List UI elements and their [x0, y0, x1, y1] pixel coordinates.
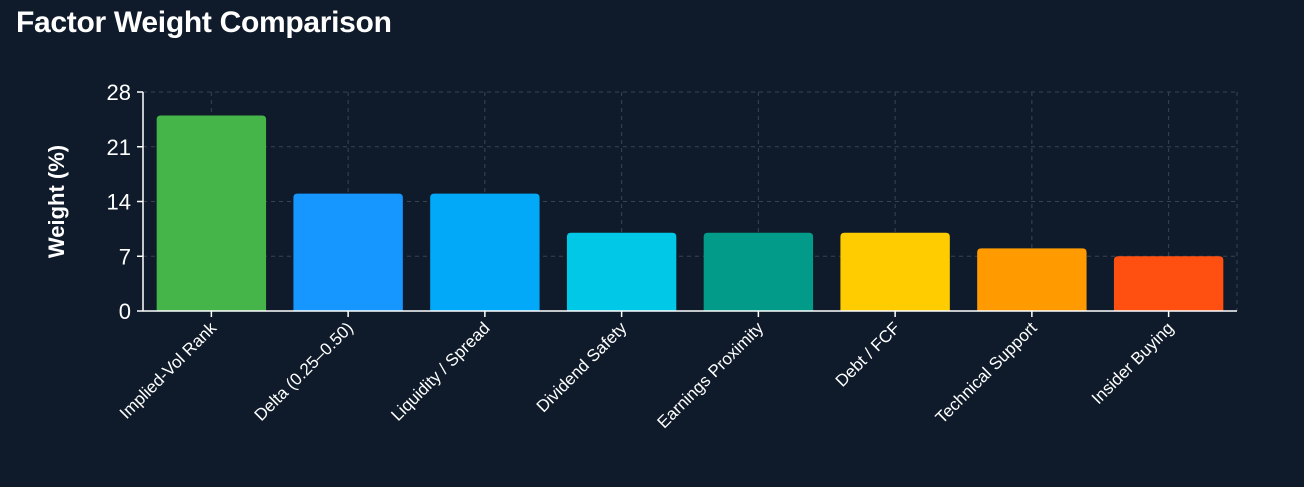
- bar: [977, 248, 1087, 311]
- bar: [840, 232, 950, 311]
- x-tick-label: Dividend Safety: [533, 318, 631, 416]
- y-tick-label: 14: [107, 190, 131, 215]
- y-tick-label: 0: [119, 299, 131, 324]
- bar: [430, 193, 540, 311]
- bar: [1113, 256, 1224, 311]
- x-tick-label: Insider Buying: [1088, 318, 1178, 408]
- x-tick-label: Liquidity / Spread: [387, 318, 493, 424]
- bar: [156, 115, 267, 311]
- y-axis-label: Weight (%): [44, 145, 69, 258]
- bar: [293, 193, 403, 311]
- x-tick-label: Delta (0.25–0.50): [251, 318, 357, 424]
- bar: [566, 232, 677, 311]
- y-tick-label: 7: [119, 244, 131, 269]
- y-tick-label: 28: [107, 80, 131, 105]
- x-tick-label: Implied-Vol Rank: [116, 318, 221, 423]
- chart-title: Factor Weight Comparison: [16, 6, 392, 39]
- x-tick-label: Debt / FCF: [832, 318, 904, 390]
- x-tick-label: Earnings Proximity: [654, 318, 768, 432]
- x-tick-label: Technical Support: [932, 318, 1041, 427]
- y-tick-label: 21: [107, 135, 131, 160]
- bar: [703, 232, 814, 311]
